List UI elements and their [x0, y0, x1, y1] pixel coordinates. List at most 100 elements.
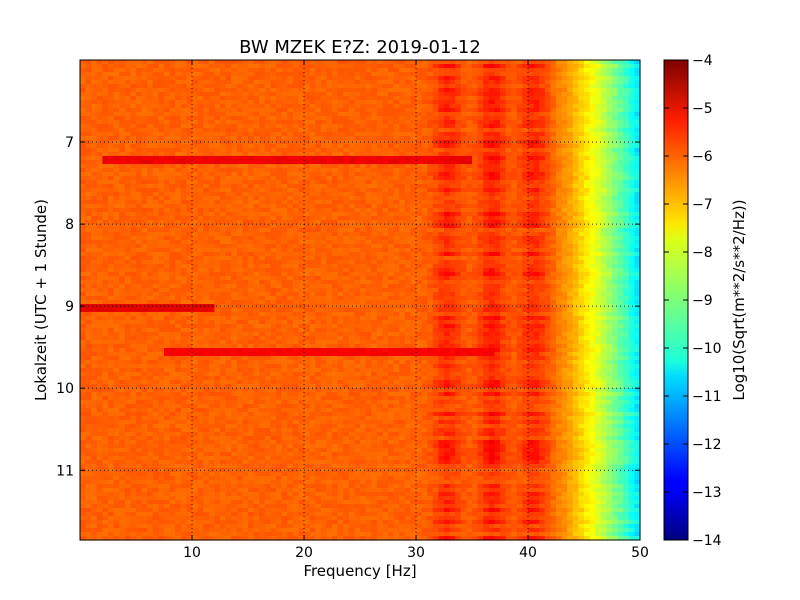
- heatmap-cell: [208, 216, 215, 221]
- heatmap-cell: [158, 188, 165, 193]
- heatmap-cell: [455, 224, 462, 229]
- heatmap-cell: [483, 212, 490, 217]
- heatmap-cell: [337, 132, 344, 137]
- heatmap-cell: [365, 120, 372, 125]
- heatmap-cell: [382, 124, 389, 129]
- heatmap-cell: [572, 236, 579, 241]
- heatmap-cell: [236, 160, 243, 165]
- heatmap-cell: [113, 112, 120, 117]
- heatmap-cell: [354, 156, 361, 161]
- heatmap-cell: [309, 112, 316, 117]
- heatmap-cell: [304, 204, 311, 209]
- heatmap-cell: [141, 92, 148, 97]
- heatmap-cell: [544, 188, 551, 193]
- heatmap-cell: [528, 136, 535, 141]
- heatmap-cell: [511, 172, 518, 177]
- heatmap-cell: [281, 228, 288, 233]
- heatmap-cell: [410, 68, 417, 73]
- heatmap-cell: [634, 132, 641, 137]
- heatmap-cell: [612, 112, 619, 117]
- heatmap-cell: [544, 204, 551, 209]
- heatmap-cell: [399, 176, 406, 181]
- heatmap-cell: [152, 160, 159, 165]
- heatmap-cell: [371, 132, 378, 137]
- heatmap-cell: [477, 208, 484, 213]
- heatmap-cell: [192, 248, 199, 253]
- heatmap-cell: [612, 204, 619, 209]
- heatmap-cell: [203, 120, 210, 125]
- heatmap-cell: [404, 216, 411, 221]
- heatmap-cell: [259, 252, 266, 257]
- heatmap-cell: [567, 60, 574, 65]
- heatmap-cell: [388, 200, 395, 205]
- heatmap-cell: [522, 200, 529, 205]
- heatmap-cell: [567, 220, 574, 225]
- heatmap-cell: [511, 132, 518, 137]
- heatmap-cell: [102, 104, 109, 109]
- heatmap-cell: [617, 144, 624, 149]
- heatmap-cell: [449, 136, 456, 141]
- heatmap-cell: [225, 244, 232, 249]
- heatmap-cell: [472, 76, 479, 81]
- heatmap-cell: [108, 64, 115, 69]
- heatmap-cell: [617, 156, 624, 161]
- heatmap-cell: [388, 164, 395, 169]
- heatmap-cell: [421, 168, 428, 173]
- heatmap-cell: [158, 160, 165, 165]
- heatmap-cell: [483, 72, 490, 77]
- heatmap-cell: [236, 140, 243, 145]
- heatmap-cell: [365, 172, 372, 177]
- heatmap-cell: [354, 216, 361, 221]
- heatmap-cell: [578, 216, 585, 221]
- heatmap-cell: [494, 120, 501, 125]
- heatmap-cell: [119, 60, 126, 65]
- heatmap-cell: [533, 248, 540, 253]
- heatmap-cell: [578, 188, 585, 193]
- heatmap-cell: [315, 256, 322, 261]
- heatmap-cell: [354, 120, 361, 125]
- heatmap-cell: [477, 136, 484, 141]
- heatmap-cell: [533, 144, 540, 149]
- heatmap-cell: [449, 124, 456, 129]
- heatmap-cell: [556, 184, 563, 189]
- heatmap-cell: [556, 256, 563, 261]
- heatmap-cell: [505, 180, 512, 185]
- heatmap-cell: [192, 252, 199, 257]
- heatmap-cell: [180, 220, 187, 225]
- heatmap-cell: [589, 176, 596, 181]
- heatmap-cell: [376, 200, 383, 205]
- heatmap-cell: [617, 220, 624, 225]
- heatmap-cell: [432, 220, 439, 225]
- heatmap-cell: [186, 252, 193, 257]
- heatmap-cell: [382, 192, 389, 197]
- heatmap-cell: [124, 176, 131, 181]
- heatmap-cell: [236, 256, 243, 261]
- heatmap-cell: [214, 236, 221, 241]
- heatmap-cell: [292, 108, 299, 113]
- heatmap-cell: [292, 196, 299, 201]
- heatmap-cell: [102, 128, 109, 133]
- heatmap-cell: [332, 68, 339, 73]
- heatmap-cell: [628, 176, 635, 181]
- heatmap-cell: [444, 224, 451, 229]
- heatmap-cell: [186, 164, 193, 169]
- heatmap-cell: [320, 132, 327, 137]
- heatmap-cell: [270, 192, 277, 197]
- heatmap-cell: [410, 128, 417, 133]
- heatmap-cell: [276, 132, 283, 137]
- heatmap-cell: [483, 180, 490, 185]
- heatmap-cell: [438, 164, 445, 169]
- heatmap-cell: [343, 232, 350, 237]
- heatmap-cell: [399, 100, 406, 105]
- heatmap-cell: [320, 188, 327, 193]
- heatmap-cell: [505, 88, 512, 93]
- heatmap-cell: [270, 148, 277, 153]
- heatmap-cell: [455, 84, 462, 89]
- heatmap-cell: [466, 216, 473, 221]
- heatmap-cell: [634, 92, 641, 97]
- heatmap-cell: [248, 256, 255, 261]
- heatmap-cell: [455, 116, 462, 121]
- heatmap-cell: [175, 232, 182, 237]
- heatmap-cell: [354, 188, 361, 193]
- heatmap-cell: [533, 244, 540, 249]
